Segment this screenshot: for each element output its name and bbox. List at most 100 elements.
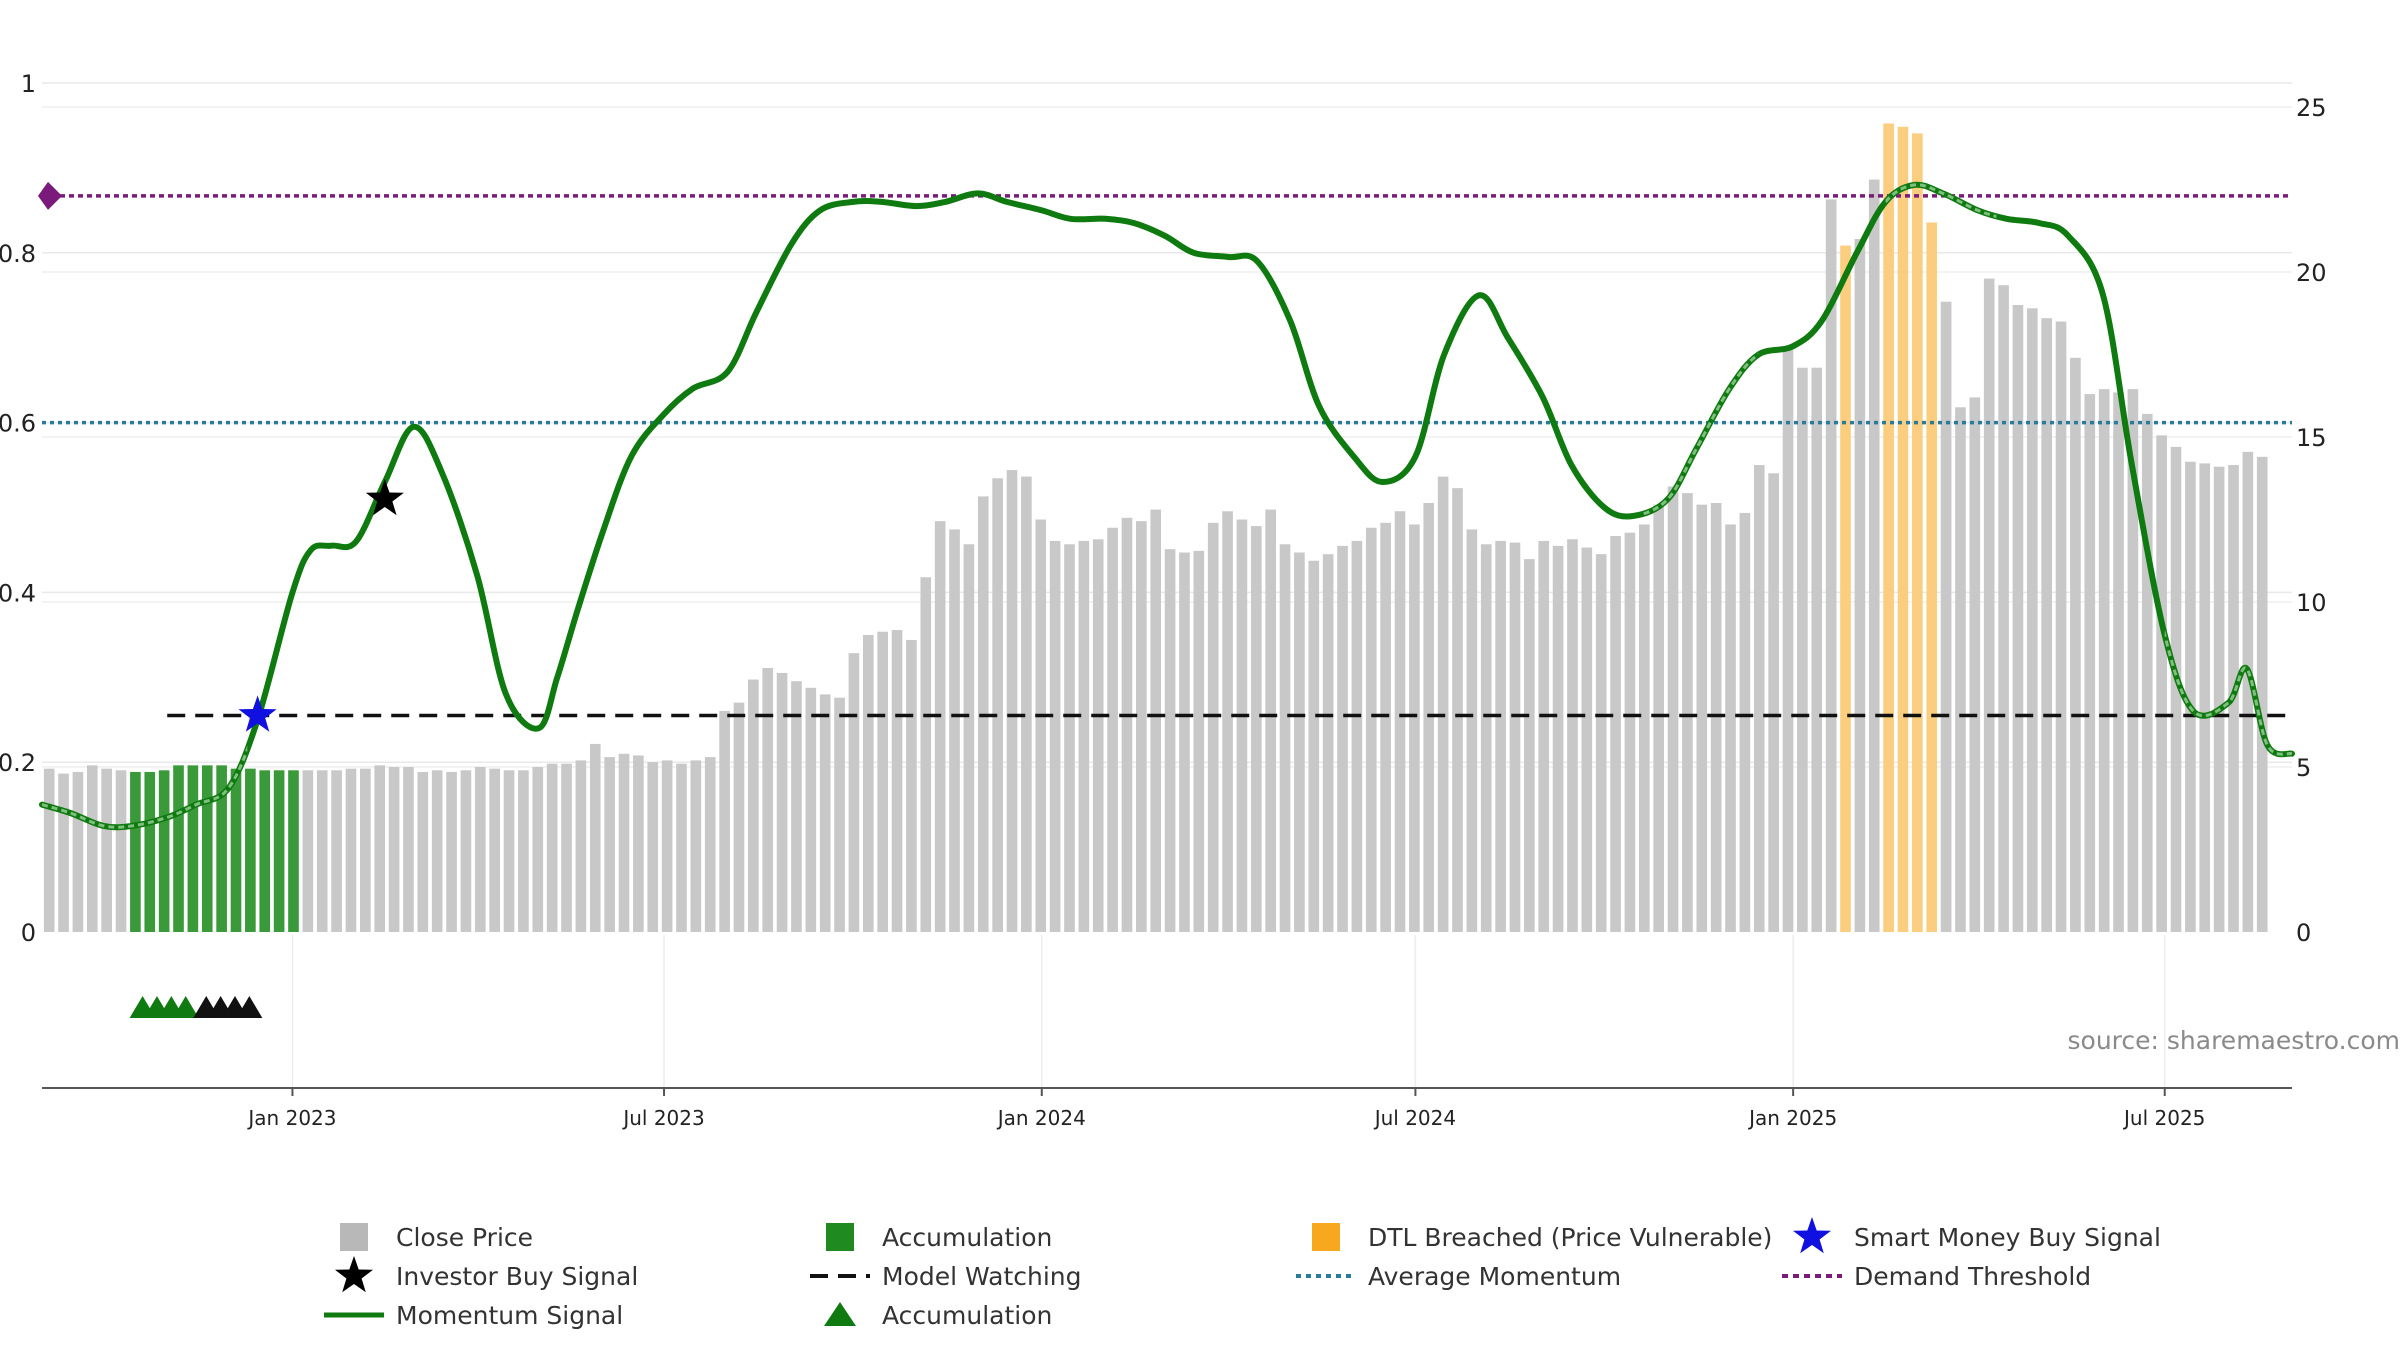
close-price-bar [2199,463,2211,932]
left-axis-ticks: 0 0.2 0.4 0.6 0.8 1 [0,70,36,947]
close-price-bar [1006,470,1018,932]
close-price-bar [2127,389,2139,932]
close-price-bar [345,768,357,932]
close-price-bar [2084,394,2096,933]
legend-item-acc-tri: Accumulation [824,1301,1052,1330]
legend-label: Momentum Signal [396,1301,623,1330]
x-tick-label: Jan 2024 [996,1106,1086,1130]
accumulation-bar [259,770,271,932]
close-price-bar [1653,504,1664,932]
close-price-bar [647,762,659,932]
close-price-bar [1222,511,1233,932]
close-price-bar [1337,545,1348,932]
accumulation-bar [144,771,156,932]
close-price-bar [1768,473,1779,932]
x-tick-label: Jul 2025 [2122,1106,2205,1130]
close-price-bar [1624,532,1636,932]
close-price-bar [762,668,774,932]
close-price-bar [1092,539,1104,932]
left-tick-label: 0.8 [0,240,36,268]
accumulation-bar [187,765,199,932]
close-price-bar [1610,536,1621,932]
close-price-bar [1854,239,1866,932]
close-price-bar [704,757,716,932]
x-tick-label: Jan 2023 [246,1106,336,1130]
close-price-bar [1797,367,1808,932]
legend-item-momentum: Momentum Signal [324,1301,623,1330]
right-tick-label: 20 [2296,259,2327,287]
momentum-signal-path [39,181,2295,831]
close-price-bar [2026,308,2038,932]
close-price-bar [2041,318,2052,932]
close-price-bar [906,639,917,932]
close-price-bar [2055,321,2067,932]
close-price-bar [1380,522,1391,932]
legend-swatch [1312,1223,1340,1251]
close-price-bar [2256,456,2268,932]
close-price-bar [949,529,960,932]
close-price-bar [1035,519,1047,932]
close-price-bar [633,755,644,932]
close-price-bar [474,767,486,932]
close-price-bar [1179,552,1190,932]
left-tick-label: 0.4 [0,579,36,607]
right-tick-label: 5 [2296,754,2311,782]
accumulation-bar [201,765,213,932]
close-price-bar [1294,552,1305,932]
close-price-bar [1250,526,1262,932]
close-price-bar [58,773,69,932]
close-price-bar [1279,544,1291,932]
close-price-bar [43,768,55,932]
close-price-bar [1710,503,1722,932]
legend-label: Average Momentum [1368,1262,1621,1291]
close-price-bar [403,767,414,932]
close-price-bar [360,768,371,932]
close-price-bar [331,770,342,932]
close-price-bar [316,770,328,932]
close-price-bar [1868,179,1880,933]
close-price-bar [101,768,112,932]
close-price-bar [1782,347,1794,932]
close-price-bar [963,544,975,932]
close-price-bar [302,770,314,932]
dtl-breached-bar [1883,123,1894,932]
legend-star-icon [1793,1217,1831,1254]
legend-item-watching: Model Watching [810,1262,1082,1291]
close-price-bar [1064,544,1075,932]
close-price-bar [1308,560,1320,932]
accumulation-bar [245,768,256,932]
close-price-bar [417,771,429,932]
close-price-bar [1236,519,1248,932]
close-price-bar [532,767,544,932]
close-price-bar [86,765,98,932]
close-price-bar [1998,285,2009,932]
legend-item-smart-money: Smart Money Buy Signal [1793,1217,2161,1254]
close-price-bar [2113,392,2124,932]
legend-swatch [340,1223,368,1251]
close-price-bar [446,771,457,932]
close-price-bar [805,687,817,932]
legend-label: Close Price [396,1223,533,1252]
close-price-bar [1021,476,1032,932]
close-price-bar [2156,435,2167,932]
momentum-signal-line [39,181,2295,831]
close-price-bar [748,679,759,932]
close-price-bar [374,765,386,932]
close-price-bar [877,631,888,932]
close-price-bar [1322,554,1334,932]
watching-triangle [236,996,263,1018]
close-price-bar [1265,509,1276,932]
right-tick-label: 10 [2296,589,2327,617]
close-price-bar [1078,540,1090,932]
close-price-bar [848,653,860,932]
close-price-bar [460,770,472,932]
close-price-bar [503,770,515,932]
legend-item-accumulation: Accumulation [826,1223,1052,1252]
legend-item-close: Close Price [340,1223,533,1252]
close-price-bar [891,630,903,932]
close-price-bar [2170,446,2182,932]
accumulation-bar [173,765,184,932]
close-price-bar [776,672,788,932]
investor-buy-star [365,479,404,516]
accumulation-bar [130,771,141,932]
